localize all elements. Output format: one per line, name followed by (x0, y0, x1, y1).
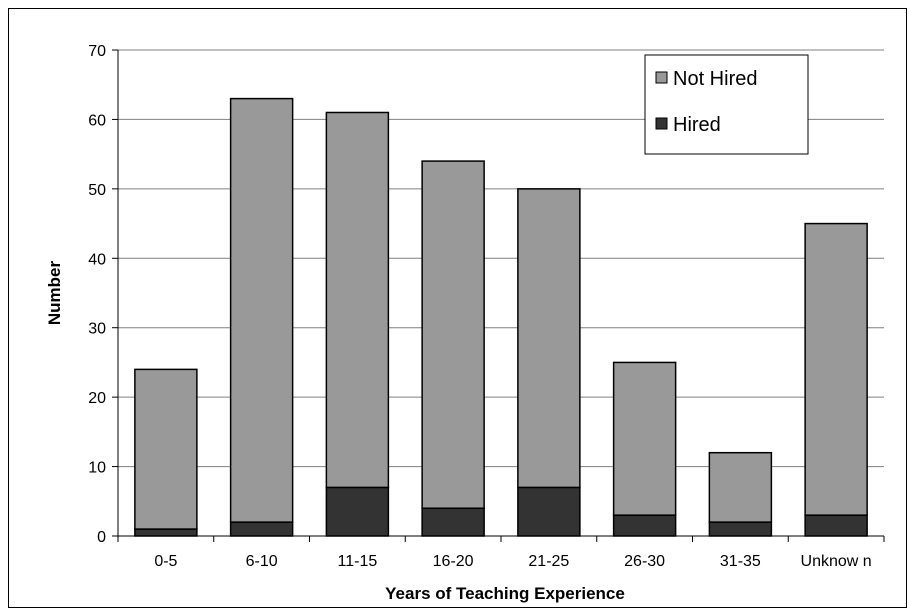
y-tick-label: 20 (88, 390, 106, 407)
bar-not-hired (517, 188, 581, 489)
x-tick-label: 31-35 (720, 553, 761, 570)
bar-not-hired (804, 222, 868, 516)
bar-not-hired (229, 97, 294, 523)
x-tick-label: 26-30 (624, 553, 665, 570)
bar-not-hired (134, 368, 198, 530)
legend: Not Hired Hired (644, 54, 809, 155)
bar-hired (804, 514, 868, 537)
x-tick-label: 21-25 (528, 553, 569, 570)
x-tick-label: 11-15 (338, 553, 378, 570)
bar-hired (134, 528, 198, 537)
bar-hired (421, 507, 485, 537)
y-tick-label: 40 (88, 251, 106, 268)
y-tick-labels: 0 10 20 30 40 50 60 70 (88, 43, 106, 546)
x-tick-label: Unknow n (801, 553, 872, 570)
legend-swatch-hired (655, 117, 668, 130)
bar-hired (612, 514, 677, 537)
bar-not-hired (612, 361, 677, 516)
y-tick-label: 70 (88, 43, 106, 60)
legend-swatch-not-hired (655, 71, 668, 84)
bars (134, 97, 868, 537)
y-tick-label: 30 (88, 321, 106, 338)
bar-not-hired (708, 451, 773, 523)
bar-not-hired (325, 111, 390, 489)
bar-hired (229, 521, 294, 537)
x-tick-label: 16-20 (433, 553, 474, 570)
bar-not-hired (421, 160, 485, 509)
legend-label-hired: Hired (673, 114, 721, 136)
y-tick-label: 0 (97, 529, 106, 546)
legend-box (644, 54, 809, 155)
x-tick-labels: 0-5 6-10 11-15 16-20 21-25 26-30 31-35 Unknow n (154, 553, 871, 570)
bar-hired (517, 486, 581, 537)
axes (112, 49, 885, 542)
legend-label-not-hired: Not Hired (673, 68, 757, 90)
x-tick-label: 6-10 (246, 553, 278, 570)
y-tick-label: 10 (88, 460, 106, 477)
x-tick-label: 0-5 (154, 553, 177, 570)
x-axis-title: Years of Teaching Experience (385, 584, 625, 603)
bar-hired (708, 521, 773, 537)
y-axis-title: Number (45, 261, 64, 326)
y-tick-label: 60 (88, 112, 106, 129)
bar-hired (325, 486, 390, 537)
y-tick-label: 50 (88, 182, 106, 199)
